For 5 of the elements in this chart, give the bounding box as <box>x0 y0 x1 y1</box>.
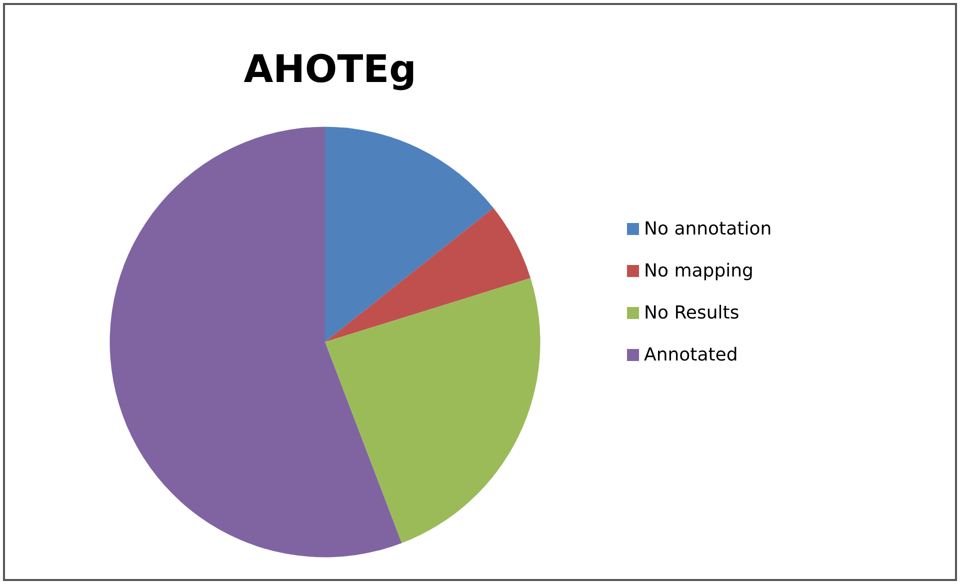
legend-label: No Results <box>644 302 740 324</box>
legend-label: Annotated <box>644 344 738 366</box>
chart-title: AHOTEg <box>244 47 416 91</box>
legend-label: No mapping <box>644 260 754 282</box>
legend-label: No annotation <box>644 218 772 240</box>
